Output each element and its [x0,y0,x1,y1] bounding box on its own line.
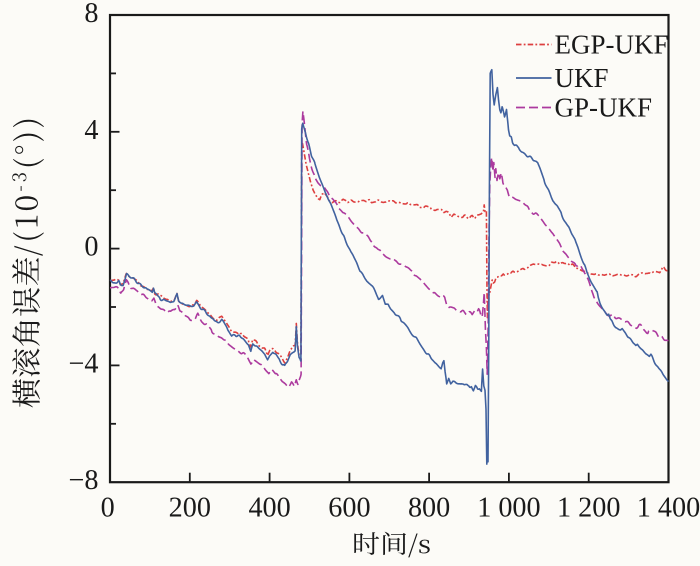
svg-text:8: 8 [84,0,98,29]
svg-text:0: 0 [84,232,98,263]
svg-text:1 400: 1 400 [637,493,700,524]
svg-text:EGP-UKF: EGP-UKF [555,30,669,60]
svg-text:200: 200 [169,493,211,524]
svg-text:1 000: 1 000 [477,493,540,524]
svg-text:1 200: 1 200 [557,493,620,524]
svg-text:800: 800 [408,493,450,524]
svg-text:400: 400 [248,493,290,524]
svg-text:−4: −4 [69,348,99,379]
svg-text:GP-UKF: GP-UKF [555,93,653,123]
svg-text:600: 600 [328,493,370,524]
svg-text:−8: −8 [69,465,99,496]
svg-text:4: 4 [84,115,98,146]
svg-text:0: 0 [101,493,115,524]
svg-text:UKF: UKF [555,63,609,93]
